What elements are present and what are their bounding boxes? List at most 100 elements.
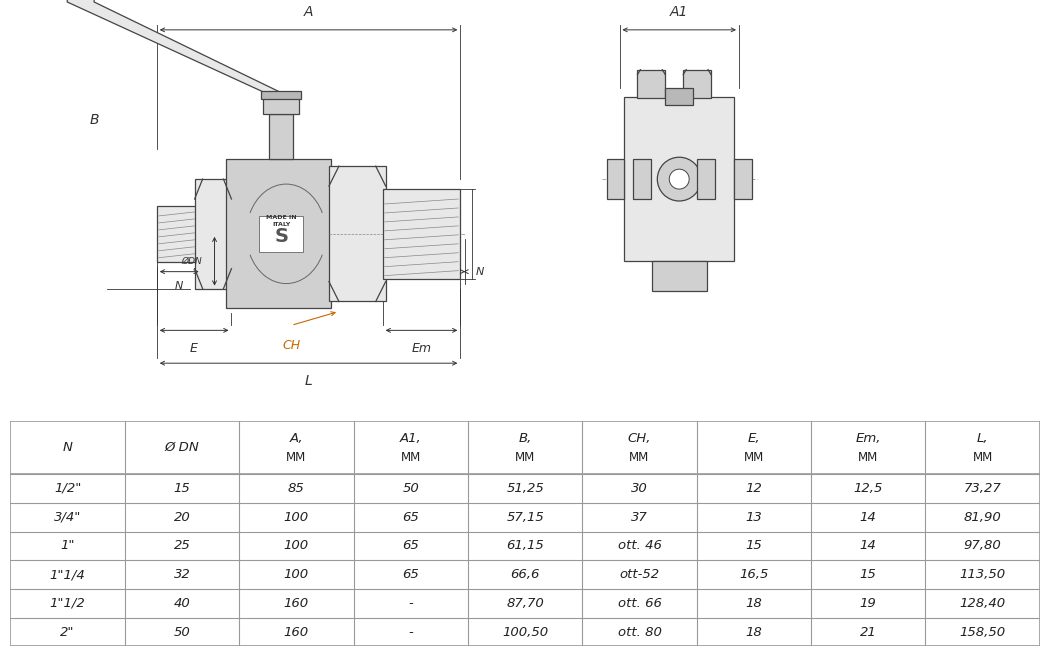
Text: 1"1/4: 1"1/4 <box>50 568 86 581</box>
Text: N: N <box>175 281 183 291</box>
Bar <box>734 159 751 199</box>
Text: Em: Em <box>412 342 432 355</box>
Text: 37: 37 <box>631 511 648 524</box>
Text: 51,25: 51,25 <box>506 482 544 495</box>
Text: 65: 65 <box>402 568 419 581</box>
Bar <box>666 88 693 106</box>
Text: 18: 18 <box>745 597 762 610</box>
Text: 65: 65 <box>402 539 419 552</box>
Text: Ѕ: Ѕ <box>274 227 288 246</box>
Bar <box>625 97 734 261</box>
Bar <box>637 70 666 97</box>
Bar <box>697 159 715 199</box>
Text: ITALY: ITALY <box>272 223 291 227</box>
Text: A1,: A1, <box>400 432 421 445</box>
Text: 128,40: 128,40 <box>959 597 1005 610</box>
Polygon shape <box>67 0 289 97</box>
Text: 160: 160 <box>284 597 309 610</box>
Text: 3/4": 3/4" <box>54 511 82 524</box>
Text: 160: 160 <box>284 626 309 639</box>
Text: 14: 14 <box>860 511 877 524</box>
Text: N: N <box>63 441 72 454</box>
Text: 100: 100 <box>284 568 309 581</box>
Text: 25: 25 <box>173 539 190 552</box>
Text: 14: 14 <box>860 539 877 552</box>
Text: A,: A, <box>289 432 303 445</box>
Text: 100,50: 100,50 <box>502 626 549 639</box>
Text: 13: 13 <box>745 511 762 524</box>
Text: 2": 2" <box>61 626 75 639</box>
Text: 50: 50 <box>402 482 419 495</box>
Bar <box>194 179 231 289</box>
Text: MM: MM <box>629 451 650 464</box>
Text: 100: 100 <box>284 539 309 552</box>
Text: L: L <box>304 374 312 388</box>
Text: 32: 32 <box>173 568 190 581</box>
Bar <box>261 91 301 99</box>
Bar <box>606 159 625 199</box>
Bar <box>263 97 299 114</box>
Text: 113,50: 113,50 <box>959 568 1005 581</box>
Text: 57,15: 57,15 <box>506 511 544 524</box>
Bar <box>259 216 303 252</box>
Text: ott. 66: ott. 66 <box>618 597 661 610</box>
Text: E: E <box>190 342 198 355</box>
Text: 1": 1" <box>61 539 75 552</box>
Bar <box>652 261 707 291</box>
Text: 40: 40 <box>173 597 190 610</box>
Text: 85: 85 <box>288 482 305 495</box>
Bar <box>227 159 331 308</box>
Bar <box>683 70 711 97</box>
Text: -: - <box>409 597 413 610</box>
Text: 15: 15 <box>860 568 877 581</box>
Text: 15: 15 <box>173 482 190 495</box>
Text: MM: MM <box>400 451 421 464</box>
Text: B,: B, <box>518 432 532 445</box>
Text: ott-52: ott-52 <box>620 568 659 581</box>
Text: 100: 100 <box>284 511 309 524</box>
Circle shape <box>669 169 689 189</box>
Text: E,: E, <box>747 432 760 445</box>
Text: MM: MM <box>973 451 993 464</box>
Text: L,: L, <box>977 432 989 445</box>
Text: MM: MM <box>286 451 306 464</box>
Bar <box>270 114 294 159</box>
Text: Ø DN: Ø DN <box>165 441 200 454</box>
Text: B: B <box>90 114 99 127</box>
Text: 18: 18 <box>745 626 762 639</box>
Text: 21: 21 <box>860 626 877 639</box>
Text: MM: MM <box>858 451 879 464</box>
Text: 15: 15 <box>745 539 762 552</box>
Text: CH,: CH, <box>628 432 651 445</box>
Circle shape <box>657 157 701 201</box>
Bar <box>329 166 386 302</box>
Text: MADE IN: MADE IN <box>265 215 297 221</box>
Text: ØDN: ØDN <box>181 257 202 266</box>
Text: ott. 80: ott. 80 <box>618 626 661 639</box>
Text: N: N <box>477 266 485 277</box>
Text: CH: CH <box>282 339 300 352</box>
Text: 65: 65 <box>402 511 419 524</box>
Bar <box>382 189 460 279</box>
Text: Em,: Em, <box>856 432 881 445</box>
Text: 66,6: 66,6 <box>510 568 540 581</box>
Text: 19: 19 <box>860 597 877 610</box>
Text: 61,15: 61,15 <box>506 539 544 552</box>
Text: 16,5: 16,5 <box>739 568 768 581</box>
Text: 97,80: 97,80 <box>963 539 1001 552</box>
Text: 1/2": 1/2" <box>54 482 82 495</box>
Bar <box>157 206 196 262</box>
Text: MM: MM <box>744 451 764 464</box>
Text: 12: 12 <box>745 482 762 495</box>
Text: -: - <box>409 626 413 639</box>
Text: MM: MM <box>515 451 535 464</box>
Text: 158,50: 158,50 <box>959 626 1005 639</box>
Text: 30: 30 <box>631 482 648 495</box>
Text: A1: A1 <box>670 5 689 19</box>
Text: A: A <box>303 5 312 19</box>
Text: ott. 46: ott. 46 <box>618 539 661 552</box>
Text: 20: 20 <box>173 511 190 524</box>
Text: 12,5: 12,5 <box>854 482 883 495</box>
Text: 87,70: 87,70 <box>506 597 544 610</box>
Text: 50: 50 <box>173 626 190 639</box>
